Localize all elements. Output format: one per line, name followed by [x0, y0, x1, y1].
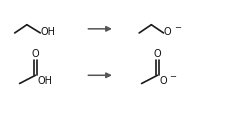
Text: OH: OH [37, 76, 52, 86]
Text: −: − [169, 72, 176, 81]
Text: O: O [31, 49, 39, 59]
Text: O: O [153, 49, 161, 59]
Text: −: − [174, 23, 181, 32]
Text: O: O [164, 27, 171, 37]
Text: OH: OH [40, 27, 55, 37]
Text: O: O [159, 76, 167, 86]
